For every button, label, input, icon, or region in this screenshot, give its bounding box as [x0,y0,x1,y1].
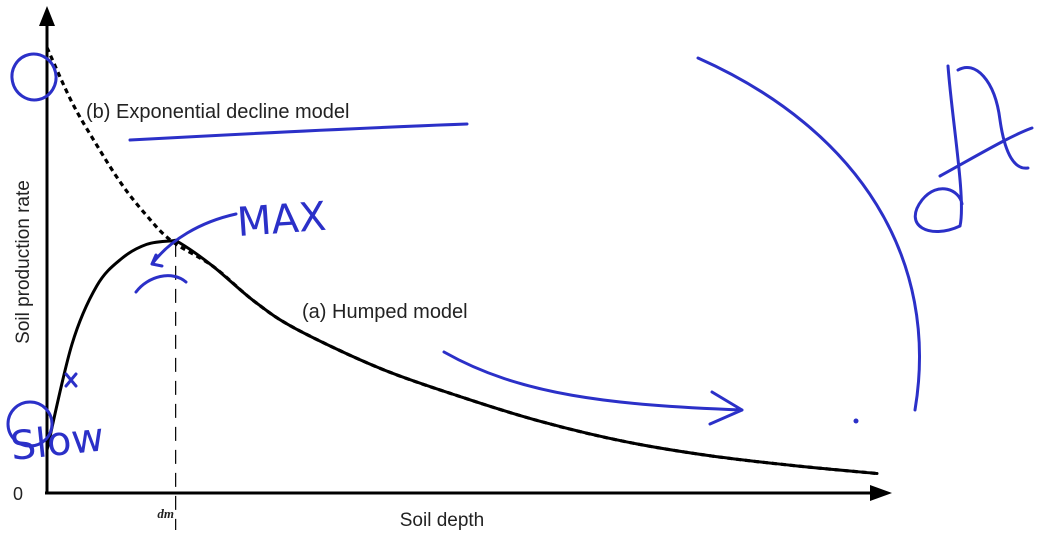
ink-arrow-right [442,350,744,426]
series-label-humped: (a) Humped model [302,301,468,323]
y-axis-label: Soil production rate [13,180,34,344]
x-axis-arrow [870,485,892,501]
ink-max-hump [134,274,188,294]
ink-max-text: MAX [235,194,327,246]
handwritten-annotations: MAX Slow [6,52,1034,470]
ink-circle-bottom [6,400,54,448]
x-axis-label: Soil depth [400,510,485,531]
series-layer [45,46,879,476]
series-label-exponential: (b) Exponential decline model [86,101,350,123]
axes [39,6,892,501]
ink-circle-top [10,52,58,102]
ink-dh-symbol [913,64,1034,233]
origin-label: 0 [13,484,23,504]
ink-max-arrow [150,212,238,268]
ink-underline [128,122,469,142]
series-line-humped [45,238,879,475]
ink-dot [853,418,859,424]
dm-tick-label: dm [157,506,174,521]
ink-cross [64,372,78,388]
y-axis-arrow [39,6,55,26]
ink-long-curve [696,56,921,412]
ink-slow-text: Slow [8,414,106,470]
